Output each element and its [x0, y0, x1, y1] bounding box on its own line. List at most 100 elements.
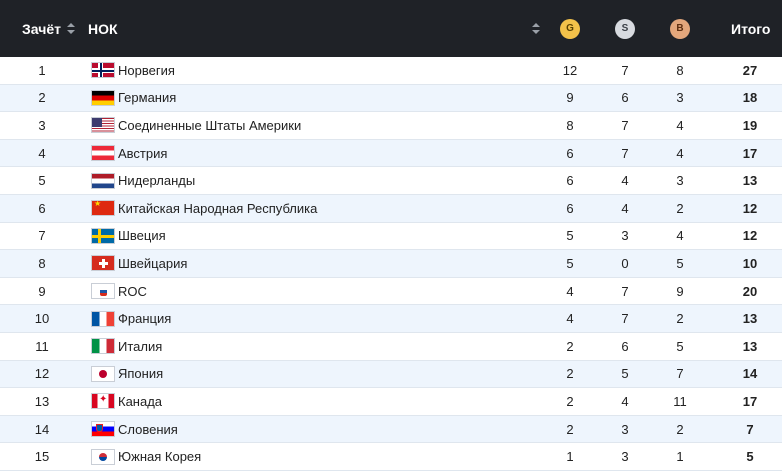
country-cell[interactable]: Япония	[91, 361, 163, 388]
country-cell[interactable]: Италия	[91, 333, 162, 360]
silver-count: 4	[621, 200, 629, 216]
country-name: Южная Корея	[118, 449, 202, 465]
country-name: Германия	[118, 90, 177, 106]
gold-count: 4	[566, 283, 574, 299]
gold-count: 2	[566, 393, 574, 409]
gold-column-header[interactable]: G	[560, 0, 580, 57]
total-count: 10	[742, 255, 758, 271]
bronze-column-header[interactable]: B	[670, 0, 690, 57]
gold-count: 2	[566, 366, 574, 382]
bronze-count: 4	[676, 117, 684, 133]
country-cell[interactable]: Франция	[91, 305, 171, 332]
rank-cell: 6	[38, 200, 46, 216]
bronze-medal-icon: B	[670, 18, 690, 39]
total-column-header[interactable]: Итого	[731, 0, 770, 57]
total-count: 18	[742, 90, 758, 106]
country-name: Япония	[118, 366, 164, 382]
rank-cell: 3	[38, 117, 46, 133]
korea-flag-icon	[91, 448, 115, 465]
rank-cell: 7	[38, 228, 46, 244]
roc-flag-icon	[91, 283, 115, 300]
table-row[interactable]: 7 Швеция 5 3 4 12	[0, 223, 782, 251]
nok-sort-control[interactable]	[526, 0, 540, 57]
total-count: 27	[742, 62, 758, 78]
table-row[interactable]: 2 Германия 9 6 3 18	[0, 84, 782, 113]
silver-column-header[interactable]: S	[615, 0, 635, 57]
total-count: 7	[746, 421, 754, 437]
sweden-flag-icon	[91, 227, 115, 244]
country-cell[interactable]: Южная Корея	[91, 443, 201, 470]
netherlands-flag-icon	[91, 172, 115, 189]
rank-cell: 5	[38, 173, 46, 189]
silver-count: 7	[621, 311, 629, 327]
bronze-count: 4	[676, 145, 684, 161]
table-row[interactable]: 15 Южная Корея 1 3 1 5	[0, 443, 782, 471]
rank-cell: 2	[38, 90, 46, 106]
country-cell[interactable]: Соединенные Штаты Америки	[91, 112, 301, 139]
sort-icon[interactable]	[532, 22, 540, 35]
country-cell[interactable]: Германия	[91, 85, 176, 112]
bronze-count: 9	[676, 283, 684, 299]
sort-icon[interactable]	[66, 22, 75, 35]
silver-count: 3	[621, 449, 629, 465]
country-cell[interactable]: Швеция	[91, 223, 166, 250]
bronze-count: 4	[676, 228, 684, 244]
gold-count: 4	[566, 311, 574, 327]
total-count: 20	[742, 283, 758, 299]
country-cell[interactable]: Нидерланды	[91, 167, 195, 194]
table-body: 1 Норвегия 12 7 8 27 2 Германия 9 6 3 18…	[0, 57, 782, 471]
total-count: 17	[742, 145, 758, 161]
gold-count: 12	[562, 62, 578, 78]
gold-count: 6	[566, 145, 574, 161]
total-count: 5	[746, 449, 754, 465]
silver-count: 4	[621, 393, 629, 409]
table-row[interactable]: 8 Швейцария 5 0 5 10	[0, 250, 782, 278]
country-name: Китайская Народная Республика	[118, 200, 318, 216]
table-row[interactable]: 14 Словения 2 3 2 7	[0, 415, 782, 444]
table-row[interactable]: 11 Италия 2 6 5 13	[0, 333, 782, 361]
bronze-count: 5	[676, 255, 684, 271]
rank-cell: 14	[34, 421, 50, 437]
table-row[interactable]: 10 Франция 4 7 2 13	[0, 305, 782, 333]
gold-count: 5	[566, 255, 574, 271]
country-cell[interactable]: Словения	[91, 416, 178, 443]
total-count: 13	[742, 173, 758, 189]
bronze-count: 2	[676, 421, 684, 437]
country-cell[interactable]: Норвегия	[91, 57, 175, 84]
table-row[interactable]: 6 Китайская Народная Республика 6 4 2 12	[0, 194, 782, 223]
swiss-flag-icon	[91, 255, 115, 272]
country-cell[interactable]: ROC	[91, 278, 147, 305]
rank-column-header[interactable]: Зачёт	[22, 0, 75, 57]
table-row[interactable]: 4 Австрия 6 7 4 17	[0, 139, 782, 168]
gold-count: 6	[566, 200, 574, 216]
silver-count: 7	[621, 117, 629, 133]
silver-count: 5	[621, 366, 629, 382]
bronze-count: 3	[676, 90, 684, 106]
austria-flag-icon	[91, 145, 115, 162]
bronze-count: 5	[676, 338, 684, 354]
slovenia-flag-icon	[91, 421, 115, 438]
table-row[interactable]: 13 Канада 2 4 11 17	[0, 388, 782, 416]
nok-header-label: НОК	[88, 20, 118, 37]
table-row[interactable]: 9 ROC 4 7 9 20	[0, 278, 782, 306]
country-name: Норвегия	[118, 62, 175, 78]
country-cell[interactable]: Канада	[91, 388, 162, 415]
italy-flag-icon	[91, 338, 115, 355]
total-count: 12	[742, 228, 758, 244]
table-row[interactable]: 1 Норвегия 12 7 8 27	[0, 57, 782, 85]
germany-flag-icon	[91, 89, 115, 106]
gold-medal-icon: G	[560, 18, 580, 39]
table-row[interactable]: 3 Соединенные Штаты Америки 8 7 4 19	[0, 112, 782, 140]
gold-count: 2	[566, 421, 574, 437]
country-cell[interactable]: Швейцария	[91, 250, 187, 277]
silver-count: 3	[621, 228, 629, 244]
rank-cell: 11	[35, 338, 49, 354]
table-row[interactable]: 12 Япония 2 5 7 14	[0, 360, 782, 389]
country-cell[interactable]: Австрия	[91, 140, 167, 167]
table-row[interactable]: 5 Нидерланды 6 4 3 13	[0, 167, 782, 195]
silver-count: 0	[621, 255, 629, 271]
country-cell[interactable]: Китайская Народная Республика	[91, 195, 317, 222]
total-header-label: Итого	[731, 20, 771, 37]
bronze-count: 2	[676, 311, 684, 327]
